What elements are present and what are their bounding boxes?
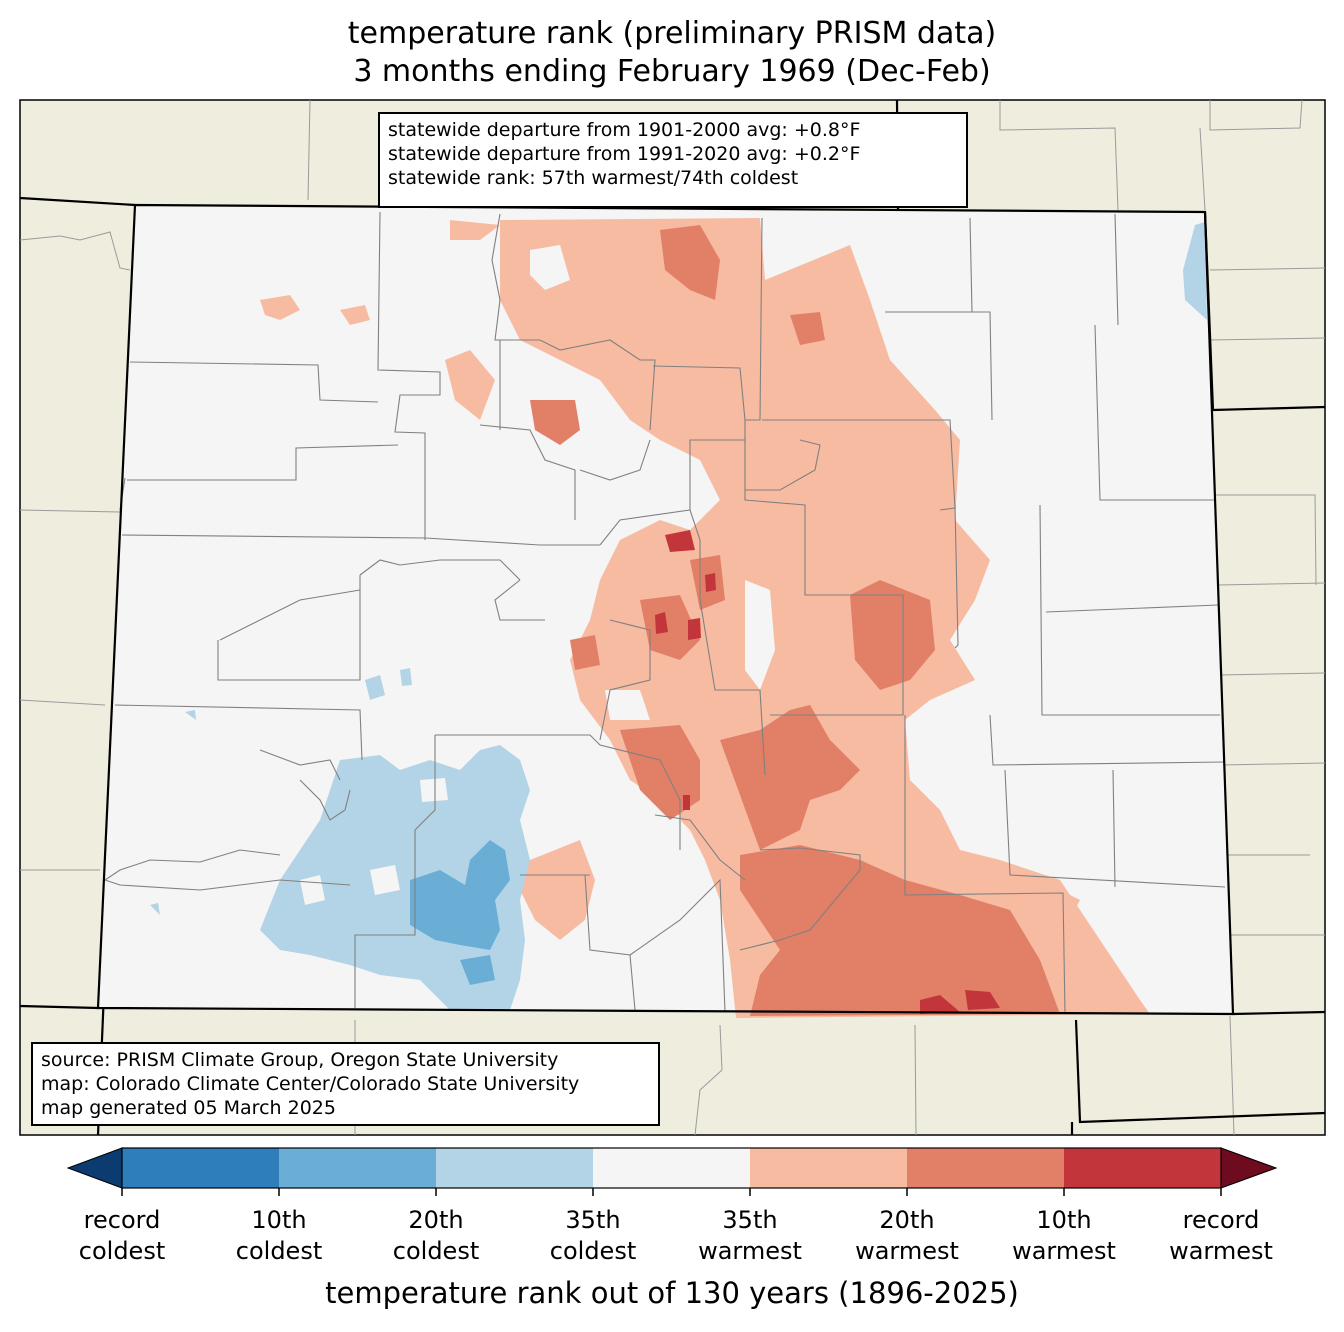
near-normal-holes [530,245,775,870]
southern-border-west [19,1004,99,1010]
chart-title-line2: 3 months ending February 1969 (Dec-Feb) [353,54,991,89]
colorbar-label-1: record coldest [78,1206,166,1265]
southern-border-east [1232,1010,1326,1016]
near-normal-holes-cool [300,778,448,905]
colorbar-seg-5 [750,1148,907,1188]
colorbar-seg-1 [122,1148,279,1188]
colorbar-outline [121,1147,1222,1189]
cool-10th-20th-regions [410,840,510,985]
colorbar-title: temperature rank out of 130 years (1896-… [325,1276,1019,1310]
colorbar-label-4: 35th coldest [549,1206,637,1265]
warm-10th-record-regions [655,530,1000,1014]
colorbar-seg-3 [436,1148,593,1188]
colorbar-seg-6 [907,1148,1064,1188]
colorbar [66,1147,1278,1196]
stats-line-3: statewide rank: 57th warmest/74th coldes… [388,167,799,189]
colorbar-seg-2 [279,1148,436,1188]
colorbar-label-5: 35th warmest [698,1206,802,1265]
chart-title-line1: temperature rank (preliminary PRISM data… [347,16,997,51]
stats-line-2: statewide departure from 1991-2020 avg: … [388,143,861,165]
neighbor-county-lines [19,99,1326,1136]
colorbar-extend-cold [66,1147,123,1189]
nebraska-border [1203,211,1215,411]
wyoming-border [19,196,136,207]
colorbar-label-3: 20th coldest [392,1206,480,1265]
stats-line-1: statewide departure from 1901-2000 avg: … [388,119,861,141]
colorbar-label-8: record warmest [1169,1206,1273,1265]
colorbar-label-7: 10th warmest [1012,1206,1116,1265]
county-lines [104,211,1226,1015]
source-box: source: PRISM Climate Group, Oregon Stat… [31,1042,660,1126]
warm-35th-20th-regions [260,218,1150,1018]
statewide-stats-box: statewide departure from 1901-2000 avg: … [378,112,968,208]
source-line-3: map generated 05 March 2025 [41,1097,336,1119]
colorbar-extend-warm [1220,1147,1278,1189]
colorbar-label-6: 20th warmest [855,1206,959,1265]
source-line-2: map: Colorado Climate Center/Colorado St… [41,1073,580,1095]
colorbar-seg-7 [1064,1148,1221,1188]
colorbar-seg-4 [593,1148,750,1188]
warm-20th-10th-regions [530,225,1060,1016]
colorbar-label-2: 10th coldest [235,1206,323,1265]
source-line-1: source: PRISM Climate Group, Oregon Stat… [41,1049,559,1071]
